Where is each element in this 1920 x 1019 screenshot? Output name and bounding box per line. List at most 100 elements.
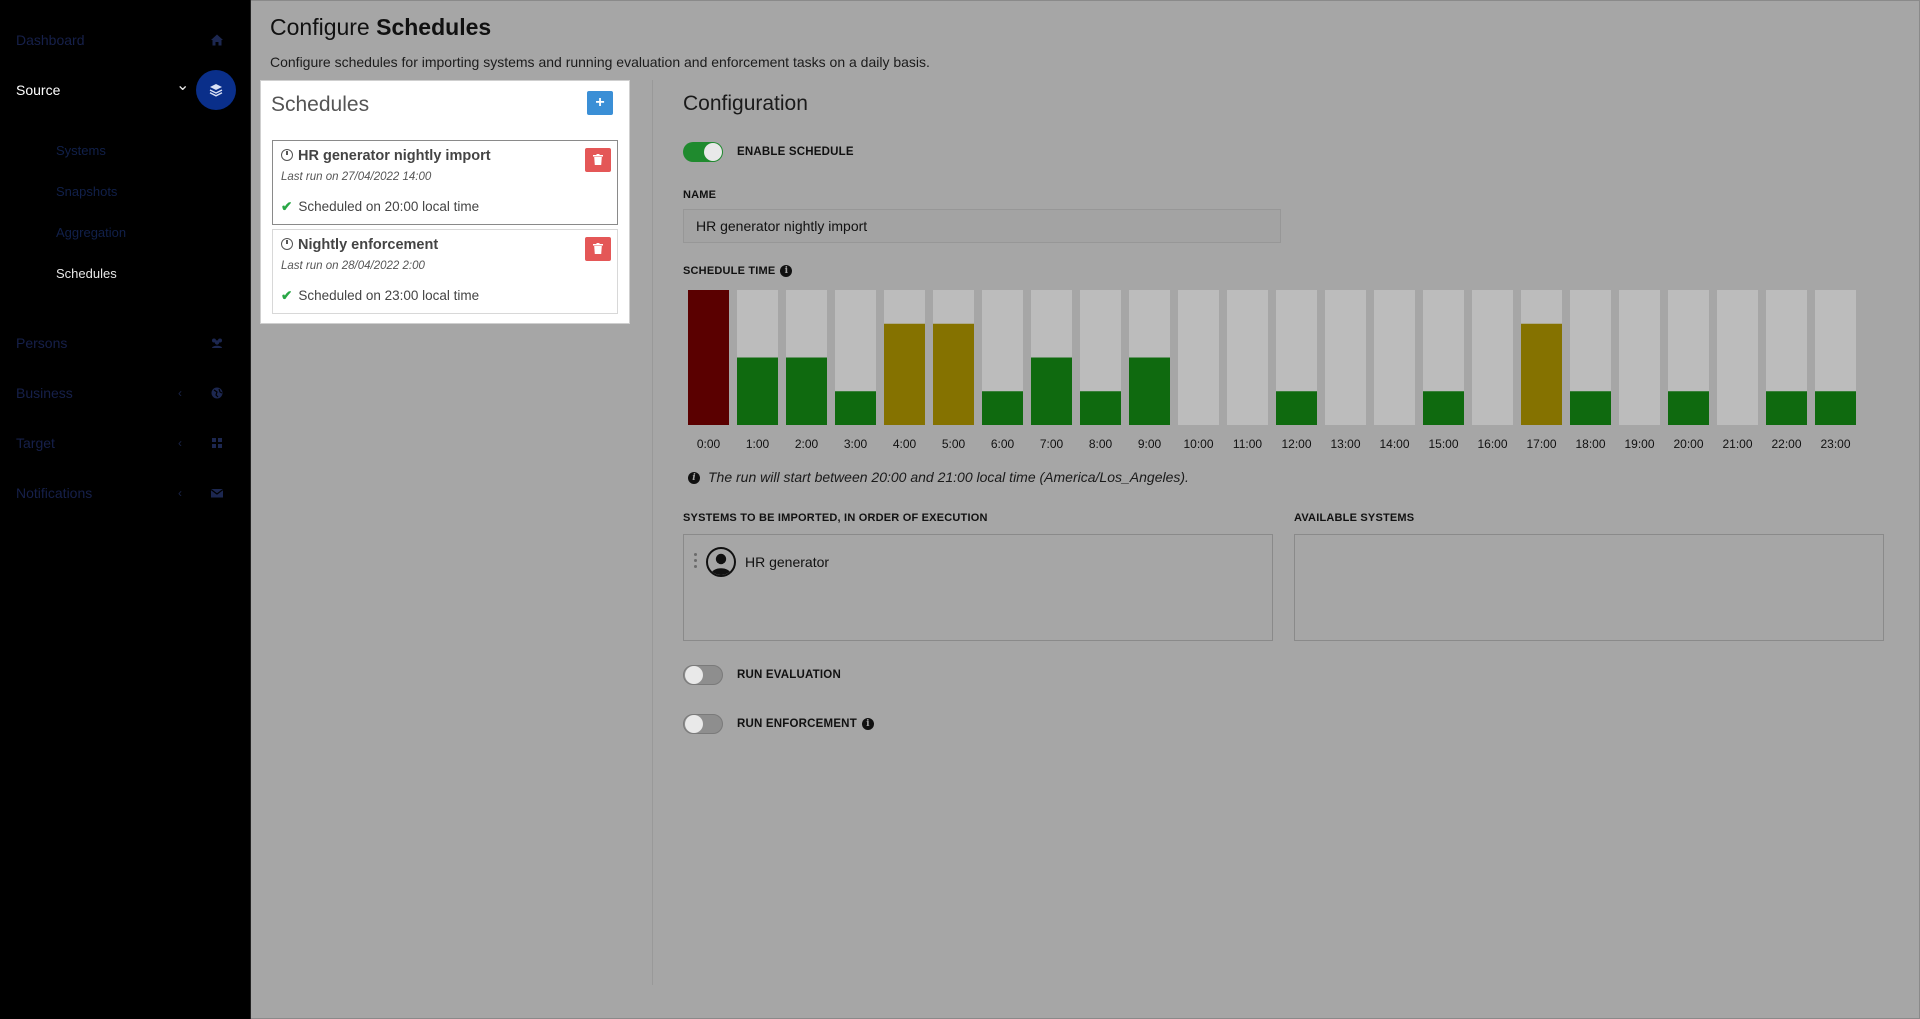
envelope-icon — [208, 484, 226, 502]
sidebar-item-source[interactable]: Source ⌄ — [0, 70, 250, 110]
hour-bar-18[interactable] — [1570, 391, 1611, 425]
schedule-card[interactable]: Nightly enforcement Last run on 28/04/20… — [272, 229, 618, 314]
hour-bar-5[interactable] — [933, 323, 974, 425]
info-icon: i — [688, 472, 700, 485]
home-icon — [208, 31, 226, 49]
enable-schedule-label: ENABLE SCHEDULE — [737, 146, 854, 158]
hour-bar-9[interactable] — [1129, 357, 1170, 426]
hour-tick-label: 2:00 — [795, 437, 819, 451]
hour-bar-20[interactable] — [1668, 391, 1709, 425]
sidebar-item-notifications[interactable]: Notifications ‹ — [0, 473, 250, 513]
sidebar-subitem-schedules[interactable]: Schedules — [56, 266, 117, 281]
hour-tick-label: 7:00 — [1040, 437, 1064, 451]
delete-schedule-button[interactable] — [585, 148, 611, 172]
add-schedule-button[interactable]: + — [587, 91, 613, 115]
run-evaluation-label: RUN EVALUATION — [737, 669, 841, 681]
sidebar-subitem-aggregation[interactable]: Aggregation — [56, 225, 127, 240]
schedule-status: ✔ Scheduled on 23:00 local time — [281, 288, 479, 304]
check-icon: ✔ — [281, 199, 293, 214]
page-title-prefix: Configure — [270, 14, 370, 40]
hour-tick-label: 22:00 — [1771, 437, 1801, 451]
hour-tick-label: 9:00 — [1138, 437, 1162, 451]
schedules-heading: Schedules — [271, 93, 370, 116]
drag-handle-icon[interactable] — [694, 553, 698, 571]
hour-bar-7[interactable] — [1031, 357, 1072, 426]
hour-bar-4[interactable] — [884, 323, 925, 425]
users-icon — [208, 334, 226, 352]
hour-bar-15[interactable] — [1423, 391, 1464, 425]
sidebar-item-persons[interactable]: Persons — [0, 323, 250, 363]
hour-tick-label: 18:00 — [1575, 437, 1605, 451]
hour-tick-label: 6:00 — [991, 437, 1015, 451]
hour-slot-16[interactable] — [1472, 290, 1513, 425]
system-name: HR generator — [745, 554, 830, 570]
hour-tick-label: 11:00 — [1233, 437, 1262, 451]
enable-schedule-toggle[interactable] — [683, 142, 723, 162]
schedule-card[interactable]: HR generator nightly import Last run on … — [272, 140, 618, 225]
chevron-left-icon[interactable]: ‹ — [178, 486, 182, 500]
toggle-knob — [704, 143, 722, 161]
sidebar-item-dashboard[interactable]: Dashboard — [0, 20, 250, 60]
hour-tick-label: 4:00 — [893, 437, 917, 451]
hour-bar-8[interactable] — [1080, 391, 1121, 425]
user-avatar-icon — [706, 547, 736, 577]
schedule-status-text: Scheduled on 20:00 local time — [298, 199, 480, 214]
hour-tick-label: 20:00 — [1673, 437, 1703, 451]
hour-bar-23[interactable] — [1815, 391, 1856, 425]
hour-slot-10[interactable] — [1178, 290, 1219, 425]
schedule-title-text: Nightly enforcement — [298, 237, 439, 253]
chevron-left-icon[interactable]: ‹ — [178, 386, 182, 400]
systems-to-import-list[interactable]: HR generator — [683, 534, 1273, 641]
globe-icon — [208, 384, 226, 402]
schedule-last-run: Last run on 27/04/2022 14:00 — [281, 171, 432, 183]
page-title: Configure Schedules — [270, 14, 491, 41]
hour-tick-label: 23:00 — [1820, 437, 1850, 451]
hour-tick-label: 10:00 — [1183, 437, 1213, 451]
hour-bar-3[interactable] — [835, 391, 876, 425]
hour-tick-label: 15:00 — [1428, 437, 1458, 451]
schedule-last-run: Last run on 28/04/2022 2:00 — [281, 260, 425, 272]
grid-icon — [208, 434, 226, 452]
sidebar-item-label: Business — [16, 385, 73, 401]
available-systems-list[interactable] — [1294, 534, 1884, 641]
schedule-time-label: SCHEDULE TIME i — [683, 265, 793, 278]
sidebar-subitem-systems[interactable]: Systems — [56, 143, 106, 158]
sidebar-item-label: Source — [16, 82, 61, 98]
hour-tick-label: 5:00 — [942, 437, 966, 451]
hour-slot-13[interactable] — [1325, 290, 1366, 425]
configuration-heading: Configuration — [683, 92, 808, 115]
page-subtitle: Configure schedules for importing system… — [270, 54, 930, 70]
hour-tick-label: 16:00 — [1477, 437, 1507, 451]
hour-tick-label: 12:00 — [1281, 437, 1311, 451]
chevron-down-icon[interactable]: ⌄ — [176, 77, 190, 94]
schedule-name-input[interactable] — [683, 209, 1281, 243]
hour-bar-0[interactable] — [688, 290, 729, 425]
hour-bar-17[interactable] — [1521, 323, 1562, 425]
delete-schedule-button[interactable] — [585, 237, 611, 261]
layers-icon — [196, 70, 236, 110]
hour-bar-22[interactable] — [1766, 391, 1807, 425]
hour-bar-12[interactable] — [1276, 391, 1317, 425]
trash-icon — [593, 154, 603, 165]
name-label: NAME — [683, 189, 717, 201]
chevron-left-icon[interactable]: ‹ — [178, 436, 182, 450]
hour-tick-label: 3:00 — [844, 437, 868, 451]
sidebar-item-target[interactable]: Target ‹ — [0, 423, 250, 463]
hour-slot-14[interactable] — [1374, 290, 1415, 425]
hour-tick-label: 19:00 — [1624, 437, 1654, 451]
sidebar-item-business[interactable]: Business ‹ — [0, 373, 250, 413]
hour-tick-label: 17:00 — [1526, 437, 1556, 451]
run-enforcement-toggle[interactable] — [683, 714, 723, 734]
info-icon[interactable]: i — [861, 718, 874, 730]
sidebar-subitem-snapshots[interactable]: Snapshots — [56, 184, 118, 199]
info-icon[interactable]: i — [780, 265, 793, 278]
hour-bar-2[interactable] — [786, 357, 827, 426]
hour-bar-6[interactable] — [982, 391, 1023, 425]
hour-bar-1[interactable] — [737, 357, 778, 426]
trash-icon — [593, 243, 603, 254]
hour-slot-11[interactable] — [1227, 290, 1268, 425]
run-evaluation-toggle[interactable] — [683, 665, 723, 685]
hour-tick-label: 14:00 — [1379, 437, 1409, 451]
hour-slot-21[interactable] — [1717, 290, 1758, 425]
hour-slot-19[interactable] — [1619, 290, 1660, 425]
